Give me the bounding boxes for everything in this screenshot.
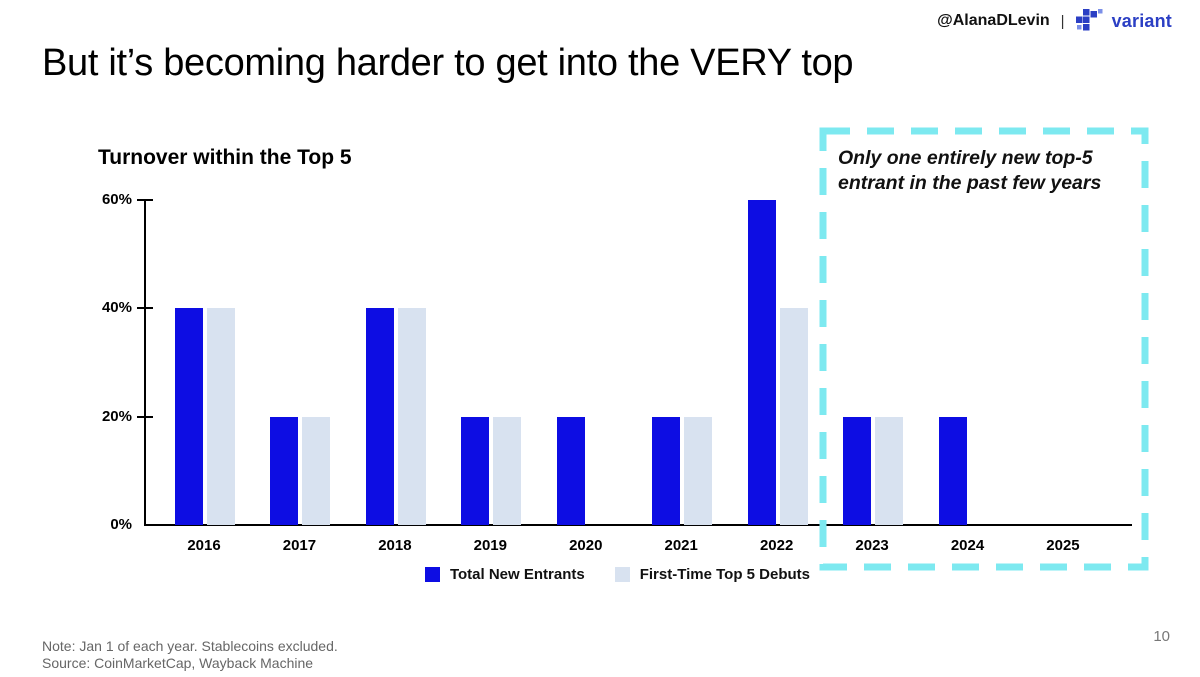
brand-name: variant (1111, 10, 1172, 31)
legend-item-total-new-entrants: Total New Entrants (424, 566, 585, 583)
x-tick-label-2017: 2017 (282, 537, 317, 554)
twitter-handle: @AlanaDLevin (937, 12, 1050, 29)
x-tick-label-2023: 2023 (855, 537, 889, 554)
annotation-callout: Only one entirely new top-5 entrant in t… (838, 147, 1102, 194)
legend: Total New Entrants First-Time Top 5 Debu… (130, 566, 1105, 583)
y-tick-40 (137, 307, 153, 309)
bar-first-time-top-5-debuts-2016 (207, 308, 235, 525)
y-tick-20 (137, 416, 153, 418)
bar-total-new-entrants-2019 (461, 416, 490, 525)
footnote-note: Note: Jan 1 of each year. Stablecoins ex… (42, 638, 338, 654)
x-axis-line (144, 524, 1132, 526)
variant-logo-icon (1075, 9, 1103, 31)
slide-title: But it’s becoming harder to get into the… (42, 42, 854, 84)
header-separator: | (1060, 12, 1065, 30)
footnote: Note: Jan 1 of each year. Stablecoins ex… (42, 638, 338, 672)
legend-swatch-first-time-debuts (614, 567, 630, 582)
bar-first-time-top-5-debuts-2021 (684, 416, 713, 525)
legend-swatch-total-new-entrants (424, 567, 440, 582)
legend-label-total-new-entrants: Total New Entrants (449, 566, 585, 583)
bar-first-time-top-5-debuts-2023 (875, 416, 904, 525)
bar-total-new-entrants-2023 (843, 416, 872, 525)
y-tick-label-0: 0% (110, 516, 132, 533)
bar-first-time-top-5-debuts-2018 (397, 308, 426, 525)
legend-item-first-time-debuts: First-Time Top 5 Debuts (614, 566, 811, 583)
bar-total-new-entrants-2021 (652, 416, 681, 525)
bar-total-new-entrants-2017 (270, 416, 299, 525)
footnote-source: Source: CoinMarketCap, Wayback Machine (42, 655, 314, 671)
bar-total-new-entrants-2024 (938, 416, 967, 525)
page-number: 10 (1153, 628, 1170, 645)
y-tick-60 (137, 199, 153, 201)
x-tick-label-2022: 2022 (759, 537, 794, 554)
chart-title: Turnover within the Top 5 (98, 146, 352, 169)
bar-total-new-entrants-2022 (747, 200, 776, 525)
y-tick-label-60: 60% (101, 191, 132, 208)
bar-total-new-entrants-2016 (175, 308, 203, 525)
x-tick-label-2024: 2024 (950, 537, 985, 554)
y-tick-label-20: 20% (101, 408, 132, 425)
legend-label-first-time-debuts: First-Time Top 5 Debuts (639, 566, 811, 583)
bar-total-new-entrants-2020 (556, 416, 585, 525)
bar-first-time-top-5-debuts-2019 (493, 416, 522, 525)
x-tick-label-2016: 2016 (187, 537, 221, 554)
y-axis-line (144, 199, 146, 526)
header: @AlanaDLevin | variant (937, 8, 1172, 34)
bar-first-time-top-5-debuts-2017 (302, 416, 331, 525)
x-tick-label-2018: 2018 (378, 537, 412, 554)
x-tick-label-2021: 2021 (664, 537, 698, 554)
bar-first-time-top-5-debuts-2022 (779, 308, 808, 525)
x-tick-label-2025: 2025 (1046, 537, 1080, 554)
y-tick-label-40: 40% (101, 299, 132, 316)
x-tick-label-2019: 2019 (473, 537, 507, 554)
x-tick-label-2020: 2020 (569, 537, 603, 554)
bar-total-new-entrants-2018 (365, 308, 394, 525)
